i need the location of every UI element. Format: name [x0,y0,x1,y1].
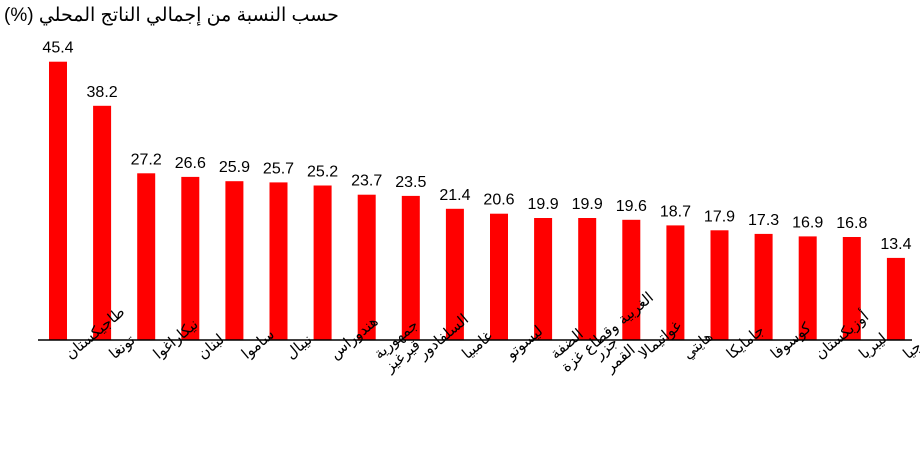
value-label-4: 25.9 [219,159,250,176]
value-label-18: 16.8 [836,215,867,232]
bar-17 [798,236,817,340]
bar-6 [313,185,332,340]
bar-18 [842,237,861,340]
category-label-15: جامايكا [723,321,768,363]
value-label-13: 19.6 [616,198,647,215]
value-label-17: 16.9 [792,214,823,231]
value-label-5: 25.7 [263,160,294,177]
bar-11 [534,218,553,340]
bar-2 [137,173,156,340]
value-label-6: 25.2 [307,164,338,181]
value-label-8: 23.5 [395,174,426,191]
bar-3 [181,176,200,340]
value-label-10: 20.6 [483,192,514,209]
value-label-1: 38.2 [87,84,118,101]
value-label-3: 26.6 [175,155,206,172]
value-label-16: 17.3 [748,212,779,229]
bars-layer [49,61,905,340]
bar-19 [886,257,905,340]
category-label-10: ليسوتو [502,322,547,364]
bar-12 [578,218,597,340]
bar-7 [357,194,376,340]
bar-1 [93,105,112,340]
bar-16 [754,233,773,340]
value-label-2: 27.2 [131,151,162,168]
bar-13 [622,219,641,340]
bar-10 [490,213,508,340]
value-label-0: 45.4 [42,40,73,57]
value-label-11: 19.9 [528,196,559,213]
value-label-12: 19.9 [572,196,603,213]
value-label-19: 13.4 [880,236,911,253]
value-label-15: 17.9 [704,208,735,225]
chart-title: حسب النسبة من إجمالي الناتج المحلي (%) [4,5,339,26]
value-label-9: 21.4 [439,187,470,204]
bar-14 [666,225,685,340]
category-label-15-line-0: جامايكا [723,321,768,363]
bar-8 [401,195,420,340]
bar-9 [445,208,464,340]
category-label-10-line-0: ليسوتو [502,322,547,364]
bar-5 [269,182,288,340]
bar-4 [225,181,244,340]
value-labels-layer: 45.4 38.2 27.2 26.6 25.9 25.7 25.2 23.7 23.5 21.4… [42,40,911,253]
bar-15 [710,230,729,340]
value-label-14: 18.7 [660,203,691,220]
bar-0 [49,61,67,340]
value-label-7: 23.7 [351,173,382,190]
